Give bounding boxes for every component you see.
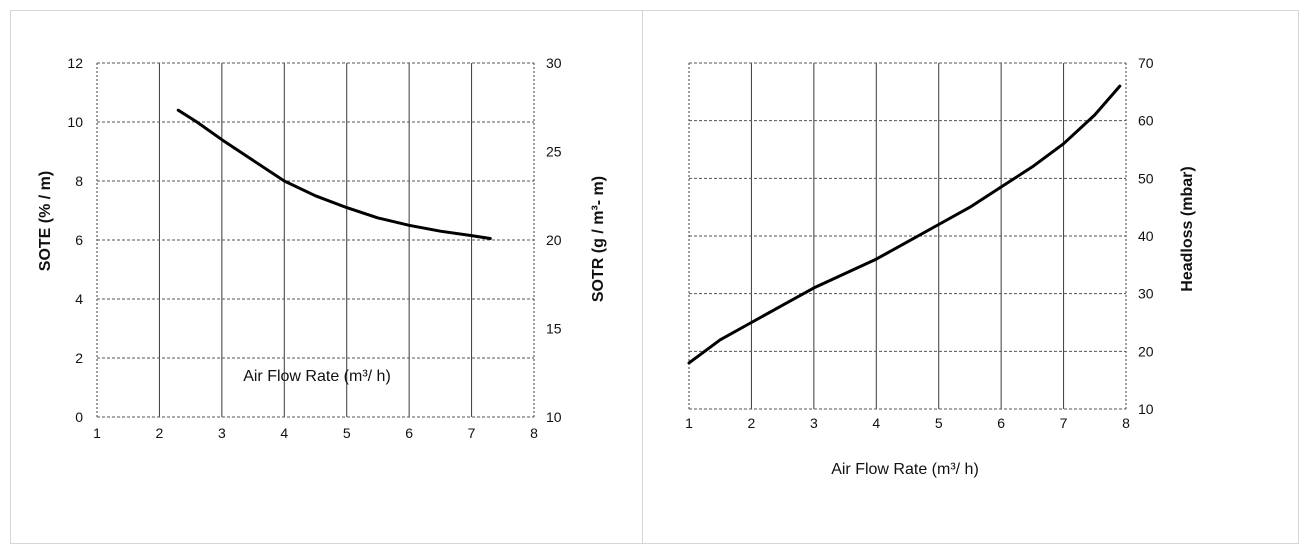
y2-tick-label: 15 [546, 321, 562, 337]
x-axis-title: Air Flow Rate (m³/ h) [243, 368, 391, 385]
x-tick-label: 7 [468, 425, 476, 441]
x-tick-labels: 1 2 3 4 5 6 7 8 [93, 425, 538, 441]
y-tick-label: 4 [75, 291, 83, 307]
x-tick-label: 2 [748, 415, 756, 431]
series-line [687, 84, 1122, 365]
x-tick-label: 4 [872, 415, 880, 431]
chart-panel-headloss: 1 2 3 4 5 6 7 8 10 20 30 40 50 60 70 Air Flow Rate (m… [642, 10, 1299, 544]
y2-tick-labels: 10 20 30 40 50 60 70 [1138, 55, 1154, 417]
y-tick-label: 0 [75, 409, 83, 425]
y2-tick-label: 60 [1138, 113, 1154, 129]
y2-tick-label: 30 [546, 55, 562, 71]
y2-axis-title: SOTR (g / m³- m) [590, 176, 607, 302]
x-tick-label: 3 [810, 415, 818, 431]
grid [688, 62, 1127, 410]
y-tick-label: 12 [67, 55, 83, 71]
y2-tick-label: 40 [1138, 228, 1154, 244]
y2-tick-label: 70 [1138, 55, 1154, 71]
series-layer [176, 108, 492, 240]
y-tick-labels: 0 2 4 6 8 10 12 [67, 55, 83, 425]
x-tick-label: 3 [218, 425, 226, 441]
x-tick-label: 4 [280, 425, 288, 441]
y2-axis-title: Headloss (mbar) [1179, 166, 1196, 291]
y2-tick-label: 50 [1138, 170, 1154, 186]
y2-tick-label: 10 [546, 409, 562, 425]
y-tick-label: 8 [75, 173, 83, 189]
x-tick-label: 8 [530, 425, 538, 441]
y-axis-title: SOTE (% / m) [37, 171, 54, 271]
series-line [176, 108, 492, 240]
x-tick-label: 1 [93, 425, 101, 441]
x-tick-labels: 1 2 3 4 5 6 7 8 [685, 415, 1130, 431]
y2-tick-label: 20 [1138, 343, 1154, 359]
x-tick-label: 1 [685, 415, 693, 431]
x-tick-label: 5 [343, 425, 351, 441]
y2-tick-label: 30 [1138, 286, 1154, 302]
series-layer [687, 84, 1122, 365]
grid [96, 62, 535, 418]
y2-tick-labels: 10 15 20 25 30 [546, 55, 562, 425]
x-tick-label: 6 [997, 415, 1005, 431]
y-tick-label: 2 [75, 350, 83, 366]
x-tick-label: 2 [156, 425, 164, 441]
headloss-chart: 1 2 3 4 5 6 7 8 10 20 30 40 50 60 70 Air Flow Rate (m… [685, 55, 1196, 478]
x-tick-label: 6 [405, 425, 413, 441]
x-axis-title: Air Flow Rate (m³/ h) [831, 461, 979, 478]
y2-tick-label: 20 [546, 232, 562, 248]
y2-tick-label: 10 [1138, 401, 1154, 417]
y-tick-label: 6 [75, 232, 83, 248]
y-tick-label: 10 [67, 114, 83, 130]
x-tick-label: 5 [935, 415, 943, 431]
y2-tick-label: 25 [546, 144, 562, 160]
x-tick-label: 7 [1060, 415, 1068, 431]
x-tick-label: 8 [1122, 415, 1130, 431]
